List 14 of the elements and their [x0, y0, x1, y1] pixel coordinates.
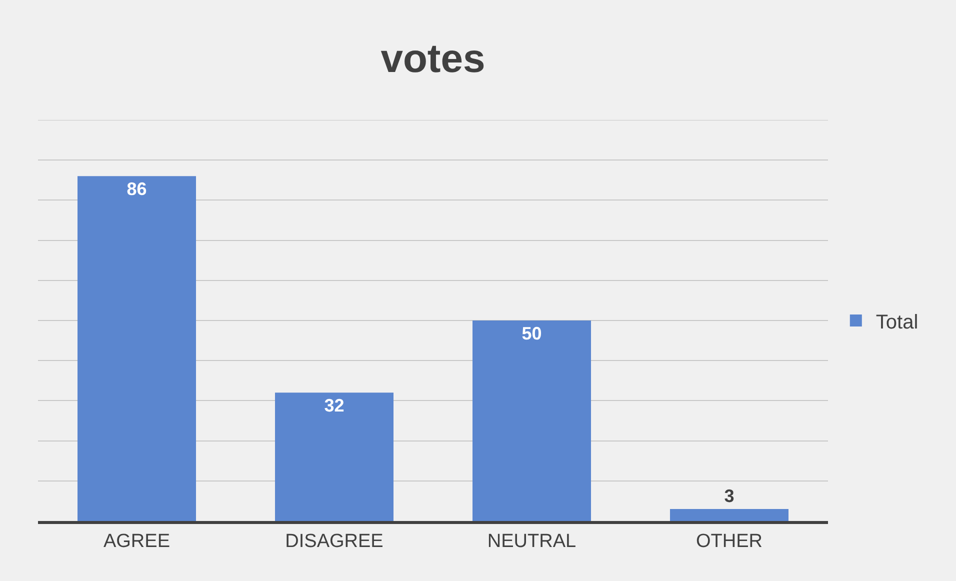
data-label: 86 — [126, 179, 147, 200]
data-label: 3 — [724, 486, 734, 506]
legend-label: Total — [876, 311, 918, 334]
bar — [472, 320, 591, 521]
x-tick-label: OTHER — [696, 530, 762, 552]
x-tick-label: DISAGREE — [285, 530, 384, 552]
chart-title: votes — [380, 37, 486, 82]
bar — [78, 176, 196, 521]
bar — [275, 392, 394, 521]
x-tick-label: NEUTRAL — [487, 530, 576, 552]
data-label: 50 — [522, 324, 542, 344]
bar — [670, 508, 788, 521]
data-label: 32 — [324, 396, 344, 416]
x-tick-label: AGREE — [103, 530, 170, 552]
